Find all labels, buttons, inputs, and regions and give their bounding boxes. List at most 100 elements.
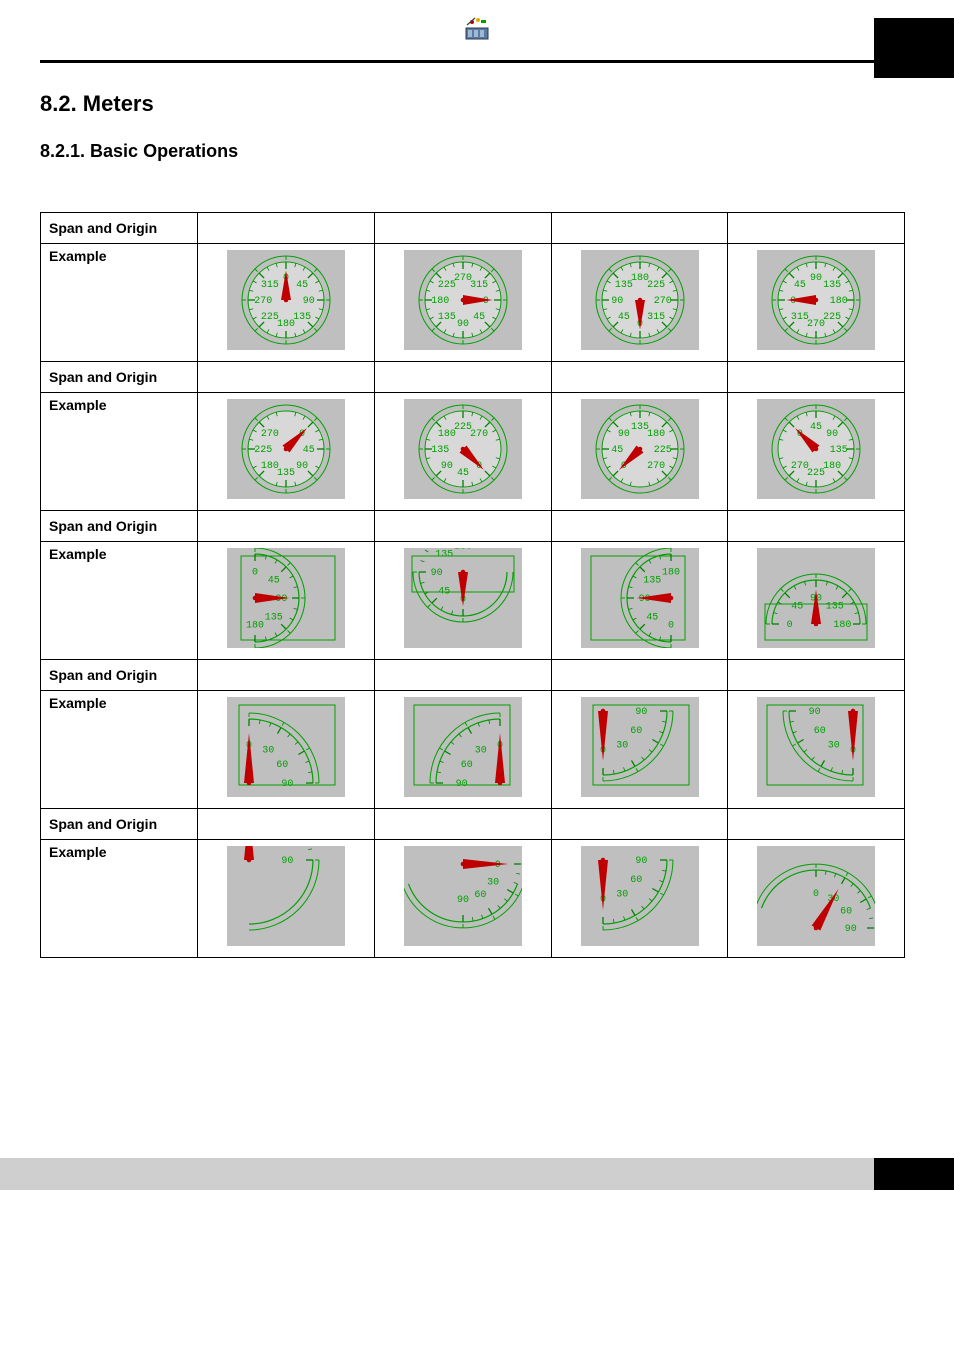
span-origin-label: Span and Origin bbox=[41, 213, 198, 244]
svg-text:225: 225 bbox=[807, 468, 825, 479]
svg-text:90: 90 bbox=[611, 296, 623, 307]
svg-text:0: 0 bbox=[252, 568, 258, 579]
svg-text:90: 90 bbox=[303, 296, 315, 307]
svg-text:90: 90 bbox=[281, 856, 293, 867]
header-right-block bbox=[874, 18, 954, 78]
span-origin-cell bbox=[198, 660, 375, 691]
meter-dial: 0306090 bbox=[198, 691, 375, 809]
svg-text:270: 270 bbox=[470, 429, 488, 440]
svg-text:180: 180 bbox=[454, 548, 472, 553]
meter-dial: 04590135180 bbox=[374, 542, 551, 660]
svg-text:0: 0 bbox=[668, 620, 674, 631]
svg-text:225: 225 bbox=[254, 445, 272, 456]
meter-dial: 0306090 bbox=[551, 840, 728, 958]
span-origin-cell bbox=[728, 511, 905, 542]
meter-dial-svg: 0306090 bbox=[581, 846, 699, 946]
span-origin-label: Span and Origin bbox=[41, 809, 198, 840]
span-origin-cell bbox=[551, 809, 728, 840]
meter-dial: 0306090 bbox=[551, 691, 728, 809]
svg-text:90: 90 bbox=[296, 461, 308, 472]
svg-text:90: 90 bbox=[455, 779, 467, 790]
span-origin-cell bbox=[728, 362, 905, 393]
span-origin-cell bbox=[551, 213, 728, 244]
footer-bar bbox=[0, 1158, 954, 1190]
content-area: 8.2. Meters 8.2.1. Basic Operations Span… bbox=[0, 63, 954, 958]
meter-dial: 04590135180225270 bbox=[728, 393, 905, 511]
meter-dial: 04590135180225270315 bbox=[728, 244, 905, 362]
span-origin-cell bbox=[728, 809, 905, 840]
section-heading: 8.2. Meters bbox=[40, 91, 914, 117]
svg-text:30: 30 bbox=[475, 746, 487, 757]
svg-text:270: 270 bbox=[791, 461, 809, 472]
svg-text:135: 135 bbox=[643, 575, 661, 586]
example-label: Example bbox=[41, 691, 198, 809]
svg-text:90: 90 bbox=[826, 429, 838, 440]
svg-text:90: 90 bbox=[457, 319, 469, 330]
meter-dial-svg: 04590135180225270315 bbox=[757, 250, 875, 350]
meter-dial-svg: 0306090 bbox=[404, 697, 522, 797]
span-origin-cell bbox=[551, 362, 728, 393]
meter-dial-svg: 0306090 bbox=[227, 846, 345, 946]
header-bar bbox=[0, 0, 954, 60]
svg-text:135: 135 bbox=[830, 445, 848, 456]
span-origin-cell bbox=[551, 511, 728, 542]
meter-dial-svg: 0306090 bbox=[227, 697, 345, 797]
svg-text:90: 90 bbox=[617, 429, 629, 440]
footer-right-block bbox=[874, 1158, 954, 1190]
svg-text:0: 0 bbox=[813, 889, 819, 900]
svg-text:90: 90 bbox=[430, 568, 442, 579]
span-origin-cell bbox=[551, 660, 728, 691]
example-label: Example bbox=[41, 840, 198, 958]
meter-dial-svg: 04590135180 bbox=[404, 548, 522, 648]
svg-text:270: 270 bbox=[254, 296, 272, 307]
svg-text:60: 60 bbox=[840, 907, 852, 918]
meter-dial: 04590135180225270315 bbox=[551, 244, 728, 362]
svg-text:60: 60 bbox=[630, 875, 642, 886]
svg-text:270: 270 bbox=[653, 296, 671, 307]
meter-dial: 0306090 bbox=[728, 840, 905, 958]
svg-text:180: 180 bbox=[647, 429, 665, 440]
svg-text:90: 90 bbox=[810, 273, 822, 284]
svg-text:90: 90 bbox=[457, 895, 469, 906]
svg-text:45: 45 bbox=[438, 587, 450, 598]
svg-text:135: 135 bbox=[293, 312, 311, 323]
span-origin-cell bbox=[374, 511, 551, 542]
meter-dial-svg: 04590135180225270 bbox=[757, 399, 875, 499]
svg-text:60: 60 bbox=[276, 846, 288, 848]
svg-text:30: 30 bbox=[616, 889, 628, 900]
svg-text:180: 180 bbox=[261, 461, 279, 472]
svg-text:45: 45 bbox=[473, 312, 485, 323]
svg-text:60: 60 bbox=[630, 726, 642, 737]
svg-text:90: 90 bbox=[635, 856, 647, 867]
meter-dial-svg: 04590135180225270315 bbox=[227, 250, 345, 350]
span-origin-cell bbox=[374, 362, 551, 393]
svg-text:45: 45 bbox=[646, 613, 658, 624]
svg-text:90: 90 bbox=[441, 461, 453, 472]
svg-text:270: 270 bbox=[261, 429, 279, 440]
span-origin-cell bbox=[198, 362, 375, 393]
span-origin-cell bbox=[728, 660, 905, 691]
svg-text:180: 180 bbox=[246, 620, 264, 631]
svg-text:315: 315 bbox=[647, 312, 665, 323]
svg-text:60: 60 bbox=[474, 890, 486, 901]
meter-dial: 04590135180 bbox=[198, 542, 375, 660]
meter-dial-svg: 04590135180225270 bbox=[581, 399, 699, 499]
svg-text:135: 135 bbox=[277, 468, 295, 479]
svg-text:45: 45 bbox=[794, 280, 806, 291]
svg-text:135: 135 bbox=[435, 549, 453, 560]
subsection-heading: 8.2.1. Basic Operations bbox=[40, 141, 914, 162]
svg-text:135: 135 bbox=[823, 280, 841, 291]
meter-dial-svg: 04590135180225270315 bbox=[404, 250, 522, 350]
span-origin-label: Span and Origin bbox=[41, 362, 198, 393]
meter-dial: 04590135180225270 bbox=[374, 393, 551, 511]
svg-text:135: 135 bbox=[826, 601, 844, 612]
svg-text:0: 0 bbox=[787, 620, 793, 631]
svg-text:135: 135 bbox=[438, 312, 456, 323]
svg-text:225: 225 bbox=[823, 312, 841, 323]
svg-text:315: 315 bbox=[791, 312, 809, 323]
example-label: Example bbox=[41, 244, 198, 362]
example-label: Example bbox=[41, 393, 198, 511]
meter-dial-svg: 04590135180 bbox=[757, 548, 875, 648]
svg-text:60: 60 bbox=[276, 760, 288, 771]
svg-text:315: 315 bbox=[261, 280, 279, 291]
